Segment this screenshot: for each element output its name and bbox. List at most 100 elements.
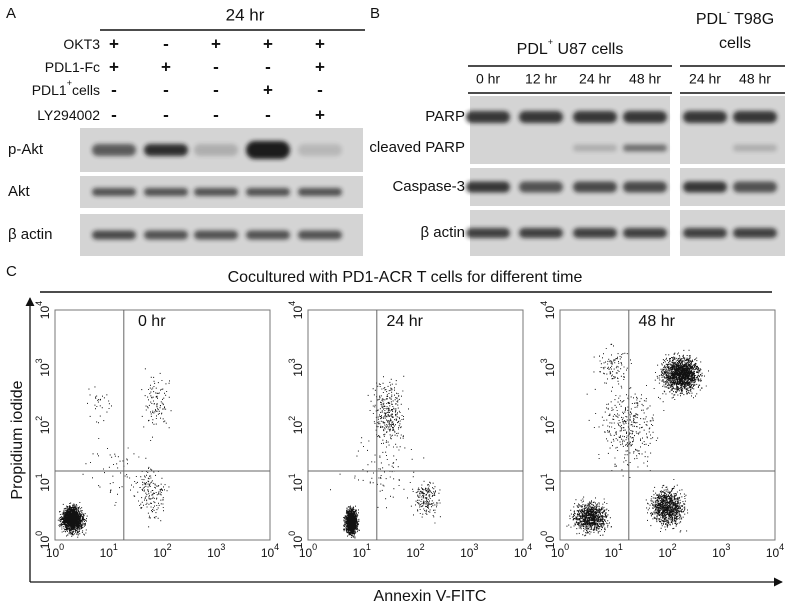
y-axis-label: Propidium iodide	[9, 380, 26, 499]
tick-base: 10	[605, 546, 619, 560]
sign: -	[163, 34, 169, 53]
tick-exp: 4	[274, 542, 279, 552]
tick-exp: 0	[564, 542, 569, 552]
tick-base: 10	[38, 306, 52, 320]
plot-title: 48 hr	[639, 313, 676, 330]
x-tick-label: 104	[514, 542, 532, 560]
superscript: +	[548, 37, 553, 47]
tick-base: 10	[543, 306, 557, 320]
blot-band	[246, 188, 290, 196]
blot-band	[466, 228, 510, 238]
sign: +	[263, 34, 273, 53]
tick-base: 10	[406, 546, 420, 560]
blot-band	[573, 228, 617, 238]
tick-exp: 3	[220, 542, 225, 552]
blot-band	[466, 111, 510, 123]
tick-base: 10	[291, 306, 305, 320]
tick-base: 10	[766, 546, 780, 560]
tick-exp: 1	[366, 542, 371, 552]
x-tick-label: 100	[551, 542, 569, 560]
x-tick-label: 102	[658, 542, 676, 560]
blot-label: Akt	[8, 183, 31, 200]
sign: +	[263, 80, 273, 99]
y-tick-label: 100	[287, 531, 305, 549]
tick-base: 10	[207, 546, 221, 560]
blot-band	[573, 181, 617, 193]
tick-exp: 0	[312, 542, 317, 552]
tick-exp: 0	[539, 531, 549, 536]
plot-frame	[54, 309, 271, 541]
tick-exp: 2	[167, 542, 172, 552]
tick-base: 10	[261, 546, 275, 560]
sign: +	[109, 57, 119, 76]
y-tick-label: 102	[539, 416, 557, 434]
tick-exp: 1	[113, 542, 118, 552]
panel-label: C	[6, 263, 17, 280]
x-tick-label: 102	[406, 542, 424, 560]
blot-label: β actin	[421, 224, 465, 241]
tick-exp: 4	[527, 542, 532, 552]
x-tick-label: 103	[460, 542, 478, 560]
blot-band	[733, 111, 777, 123]
tick-base: 10	[551, 546, 565, 560]
blot-band	[92, 230, 136, 240]
blot-band	[733, 228, 777, 238]
tick-exp: 3	[287, 358, 297, 363]
tick-base: 10	[712, 546, 726, 560]
tick-base: 10	[658, 546, 672, 560]
tick-exp: 1	[287, 473, 297, 478]
blot-label: cleaved PARP	[369, 139, 465, 156]
row-name: OKT3	[63, 36, 100, 52]
tick-base: 10	[291, 421, 305, 435]
blot-band	[683, 228, 727, 238]
tick-exp: 1	[618, 542, 623, 552]
x-tick-label: 101	[353, 542, 371, 560]
group-name: PDL	[517, 41, 548, 58]
tick-base: 10	[46, 546, 60, 560]
tick-exp: 3	[539, 358, 549, 363]
tick-base: 10	[38, 363, 52, 377]
tick-exp: 0	[59, 542, 64, 552]
event-dots	[330, 375, 441, 539]
blot-band	[573, 111, 617, 123]
sign: -	[111, 105, 117, 124]
sign: -	[111, 80, 117, 99]
tick-exp: 2	[287, 416, 297, 421]
tick-base: 10	[291, 363, 305, 377]
blot-band	[298, 230, 342, 240]
group-label: PDL+ U87 cells	[517, 37, 624, 58]
tick-base: 10	[100, 546, 114, 560]
blot-band	[623, 228, 667, 238]
tick-exp: 4	[287, 301, 297, 306]
gel	[470, 96, 670, 164]
y-tick-label: 101	[539, 473, 557, 491]
blot-band	[733, 181, 777, 193]
event-dots	[566, 343, 709, 537]
sign: +	[161, 57, 171, 76]
tick-base: 10	[299, 546, 313, 560]
tick-base: 10	[353, 546, 367, 560]
tick-base: 10	[291, 478, 305, 492]
tick-base: 10	[38, 536, 52, 550]
tick-exp: 2	[672, 542, 677, 552]
row-label: PDL1-Fc	[45, 59, 100, 75]
time-label: 24 hr	[689, 71, 721, 87]
superscript: +	[67, 78, 72, 88]
tick-base: 10	[543, 478, 557, 492]
row-label: LY294002	[37, 107, 100, 123]
y-tick-label: 100	[539, 531, 557, 549]
group-suffix: U87 cells	[558, 41, 624, 58]
row-name: PDL1-Fc	[45, 59, 100, 75]
event-dots	[57, 368, 172, 538]
group-name: PDL	[696, 11, 727, 28]
plot-title: 0 hr	[138, 313, 166, 330]
sign: -	[265, 105, 271, 124]
sign: -	[213, 57, 219, 76]
y-tick-label: 102	[34, 416, 52, 434]
row-suffix: cells	[72, 82, 100, 98]
x-tick-label: 103	[712, 542, 730, 560]
group-label: PDL- T98G	[696, 7, 774, 28]
tick-exp: 4	[539, 301, 549, 306]
tick-base: 10	[153, 546, 167, 560]
